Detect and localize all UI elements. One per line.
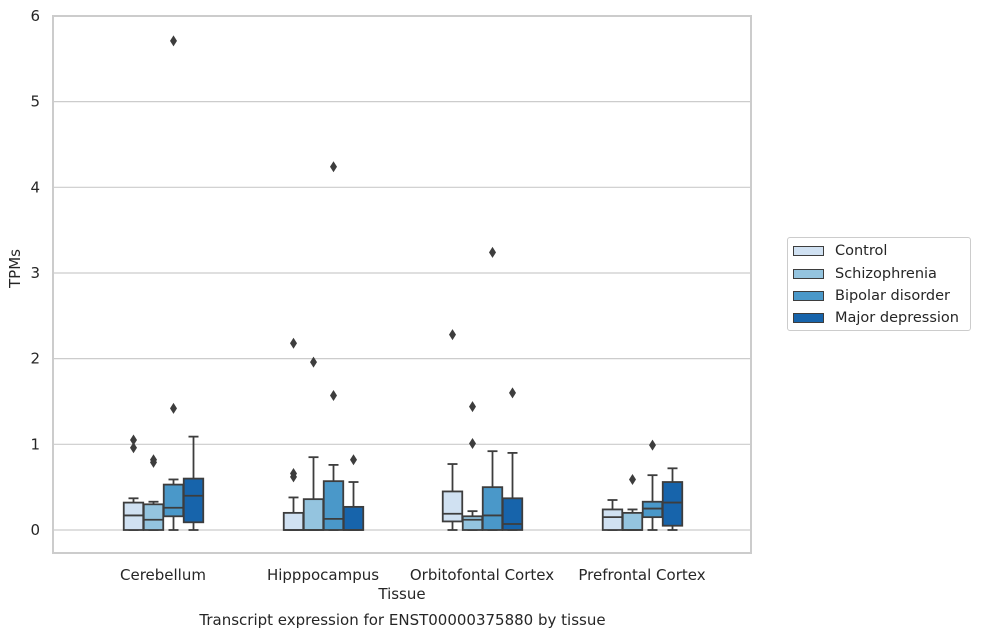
legend-label: Bipolar disorder bbox=[835, 287, 950, 304]
box-major-depression bbox=[182, 477, 205, 524]
outlier-point bbox=[629, 473, 636, 485]
x-tick-label: Orbitofontal Cortex bbox=[410, 566, 554, 584]
legend-swatch bbox=[793, 268, 824, 279]
chart-caption: Transcript expression for ENST0000037588… bbox=[199, 611, 606, 629]
box-bipolar-disorder bbox=[322, 480, 345, 531]
outlier-point bbox=[170, 35, 177, 47]
outlier-point bbox=[330, 389, 337, 401]
legend-swatch bbox=[793, 290, 824, 301]
box-schizophrenia bbox=[461, 515, 484, 531]
plot-frame bbox=[52, 15, 752, 554]
box-major-depression bbox=[661, 481, 684, 527]
y-tick-label: 2 bbox=[30, 350, 40, 368]
legend: Control Schizophrenia Bipolar disorder Majo… bbox=[787, 237, 971, 331]
outlier-point bbox=[150, 454, 157, 466]
x-tick-label: Hipppocampus bbox=[267, 566, 379, 584]
y-tick-label: 5 bbox=[30, 93, 40, 111]
y-tick-label: 4 bbox=[30, 178, 40, 196]
outlier-point bbox=[310, 356, 317, 368]
y-axis-title: TPMs bbox=[6, 249, 24, 289]
legend-swatch bbox=[793, 246, 824, 257]
box-bipolar-disorder bbox=[162, 483, 185, 518]
box-schizophrenia bbox=[302, 498, 325, 531]
box-bipolar-disorder bbox=[481, 486, 504, 531]
legend-label: Control bbox=[835, 243, 888, 260]
outlier-point bbox=[469, 437, 476, 449]
outlier-point bbox=[469, 401, 476, 413]
outlier-point bbox=[489, 246, 496, 258]
outlier-point bbox=[649, 439, 656, 451]
box-control bbox=[282, 511, 305, 531]
outlier-point bbox=[449, 329, 456, 341]
outlier-point bbox=[509, 387, 516, 399]
legend-swatch bbox=[793, 313, 824, 324]
box-schizophrenia bbox=[142, 503, 165, 531]
outlier-point bbox=[130, 442, 137, 454]
outlier-point bbox=[350, 454, 357, 466]
outlier-point bbox=[290, 337, 297, 349]
box-control bbox=[601, 508, 624, 531]
box-major-depression bbox=[342, 505, 365, 531]
y-tick-label: 1 bbox=[30, 435, 40, 453]
outlier-point bbox=[330, 161, 337, 173]
legend-item: Bipolar disorder bbox=[788, 285, 970, 307]
y-tick-label: 0 bbox=[30, 521, 40, 539]
y-tick-label: 6 bbox=[30, 7, 40, 25]
box-schizophrenia bbox=[621, 511, 644, 531]
box-control bbox=[441, 490, 464, 523]
y-tick-label: 3 bbox=[30, 264, 40, 282]
legend-item: Control bbox=[788, 240, 970, 262]
legend-item: Major depression bbox=[788, 307, 970, 329]
outlier-point bbox=[130, 434, 137, 446]
legend-label: Schizophrenia bbox=[835, 265, 937, 282]
x-tick-label: Prefrontal Cortex bbox=[578, 566, 705, 584]
outlier-point bbox=[290, 467, 297, 479]
box-major-depression bbox=[501, 497, 524, 531]
outlier-point bbox=[170, 402, 177, 414]
x-tick-label: Cerebellum bbox=[120, 566, 206, 584]
legend-item: Schizophrenia bbox=[788, 262, 970, 284]
legend-label: Major depression bbox=[835, 310, 959, 327]
x-axis-title: Tissue bbox=[377, 585, 425, 603]
